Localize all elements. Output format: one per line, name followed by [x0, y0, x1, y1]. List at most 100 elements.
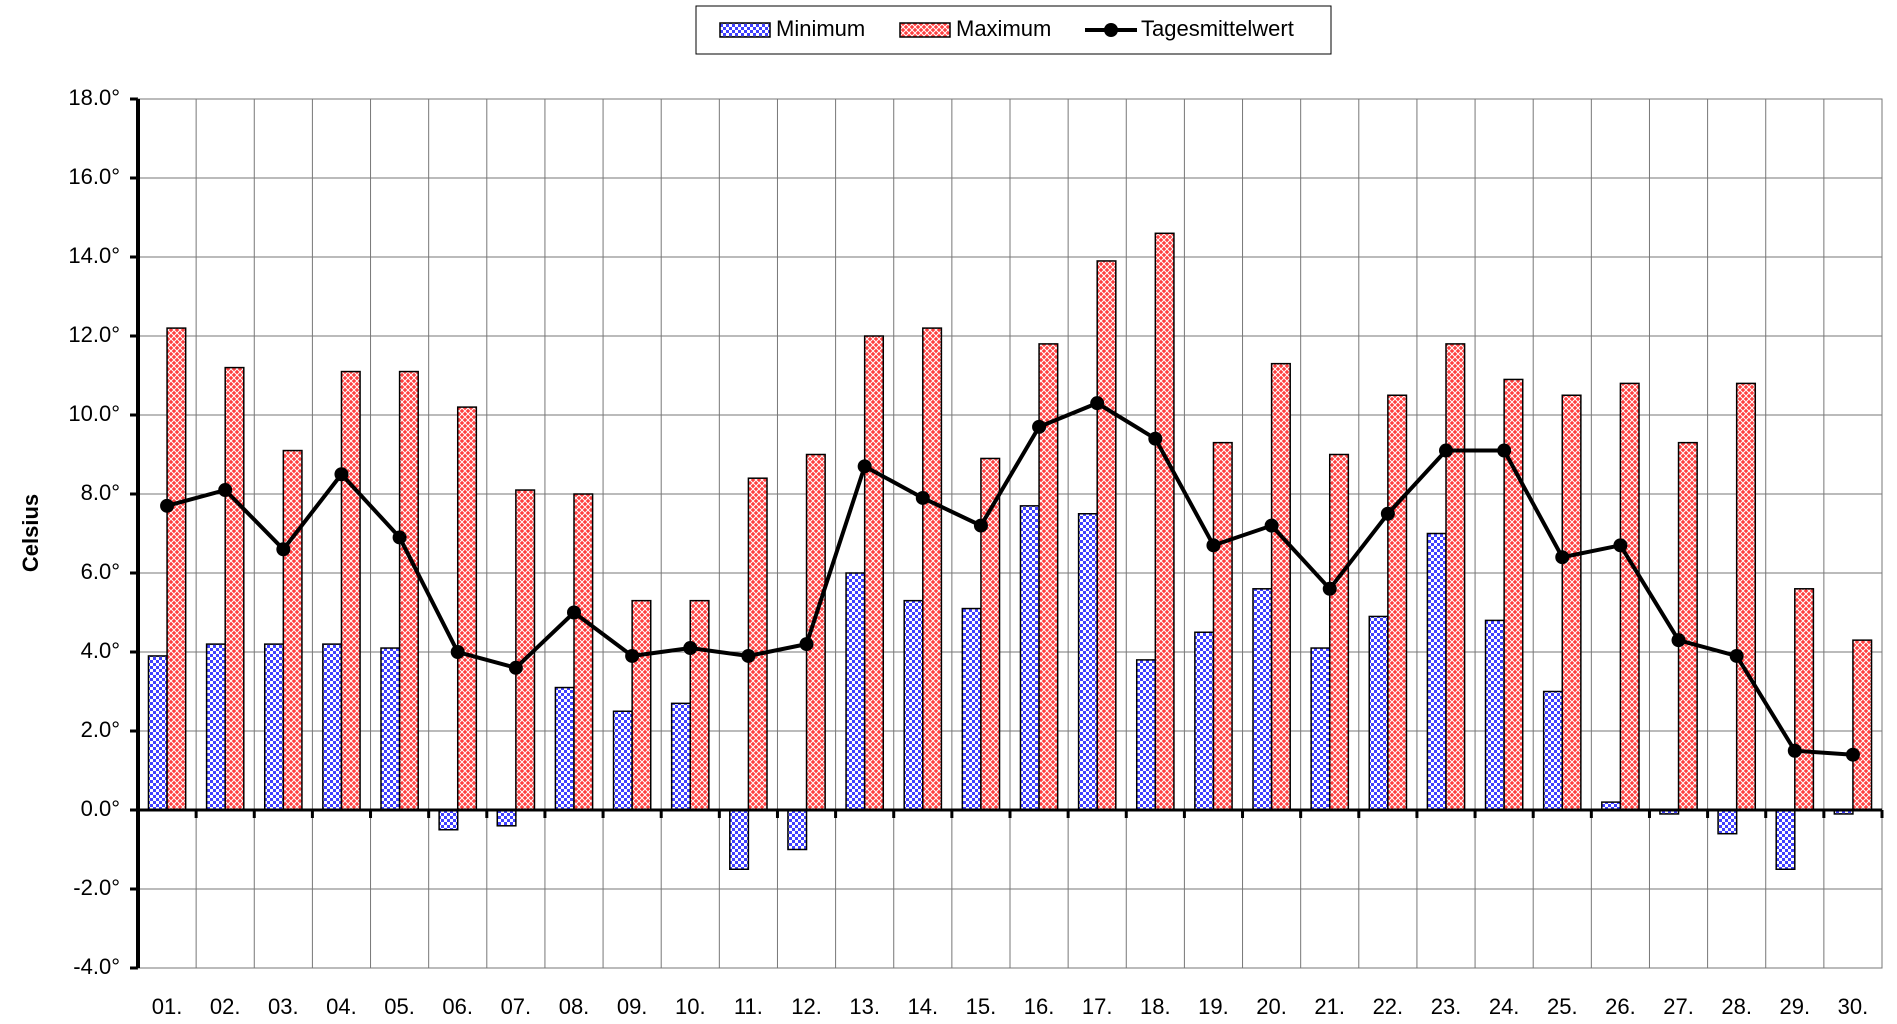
bar: [1077, 513, 1098, 811]
line: [166, 400, 1854, 757]
y-tick-label: 2.0°: [81, 717, 120, 742]
bar: [166, 327, 187, 811]
x-tick-label: 05.: [384, 994, 415, 1019]
bar: [961, 607, 982, 811]
bar: [456, 406, 478, 811]
y-axis-title: Celsius: [18, 494, 43, 572]
x-tick-label: 29.: [1780, 994, 1811, 1019]
y-tick-label: 12.0°: [68, 322, 120, 347]
x-tick-label: 18.: [1140, 994, 1171, 1019]
bar: [1503, 378, 1524, 811]
point: [799, 637, 814, 652]
bar: [1794, 588, 1815, 811]
x-tick-label: 25.: [1547, 994, 1578, 1019]
bar: [729, 809, 750, 870]
x-tick-label: 06.: [442, 994, 473, 1019]
bar: [612, 710, 633, 811]
point: [1671, 633, 1686, 648]
bar: [1135, 659, 1157, 811]
bar: [903, 599, 924, 811]
bar: [380, 647, 401, 811]
legend-label: Maximum: [956, 16, 1051, 41]
bar: [554, 686, 575, 811]
point: [683, 641, 698, 656]
x-tick-label: 03.: [268, 994, 299, 1019]
bar: [845, 572, 866, 811]
bar: [1735, 382, 1757, 811]
x-tick-label: 02.: [210, 994, 241, 1019]
bar: [1561, 394, 1582, 811]
point: [973, 518, 988, 533]
x-tick-label: 01.: [152, 994, 183, 1019]
x-tick-label: 12.: [791, 994, 822, 1019]
bar: [340, 370, 361, 811]
x-tick-label: 07.: [501, 994, 532, 1019]
x-tick-label: 04.: [326, 994, 357, 1019]
point: [1613, 538, 1628, 553]
point: [1148, 431, 1163, 446]
y-tick-label: 6.0°: [81, 559, 120, 584]
point: [334, 467, 349, 482]
bar: [1310, 647, 1331, 811]
legend-label: Minimum: [776, 16, 865, 41]
point: [915, 490, 930, 505]
point: [1380, 506, 1395, 521]
point: [160, 498, 175, 513]
bar: [1619, 382, 1640, 811]
y-tick-label: 8.0°: [81, 480, 120, 505]
x-tick-label: 27.: [1663, 994, 1694, 1019]
bar: [1038, 343, 1059, 811]
point: [1032, 419, 1047, 434]
point: [1845, 747, 1860, 762]
point: [1787, 743, 1802, 758]
bar: [224, 366, 245, 811]
bar: [689, 599, 710, 811]
x-tick-label: 20.: [1256, 994, 1287, 1019]
bar: [787, 809, 808, 851]
legend-swatch: [719, 22, 771, 38]
x-tick-label: 14.: [908, 994, 939, 1019]
bar: [863, 335, 885, 811]
bar: [1368, 615, 1389, 811]
point: [392, 530, 407, 545]
x-tick-label: 17.: [1082, 994, 1113, 1019]
point: [1729, 648, 1744, 663]
x-tick-label: 08.: [559, 994, 590, 1019]
bar: [1775, 809, 1796, 870]
bar: [263, 643, 285, 811]
bar: [1019, 505, 1040, 811]
bar: [747, 477, 768, 811]
bar: [398, 370, 419, 811]
bar: [1328, 453, 1350, 811]
x-tick-label: 19.: [1198, 994, 1229, 1019]
legend-swatch: [1104, 23, 1118, 37]
x-tick-label: 10.: [675, 994, 706, 1019]
point: [1555, 550, 1570, 565]
y-tick-label: -4.0°: [73, 954, 120, 979]
x-tick-label: 16.: [1024, 994, 1055, 1019]
bar: [496, 809, 517, 827]
bar: [282, 449, 303, 811]
bar: [1542, 690, 1564, 811]
bar: [922, 327, 943, 811]
y-tick-label: 18.0°: [68, 85, 120, 110]
point: [1439, 443, 1453, 458]
x-tick-label: 22.: [1373, 994, 1404, 1019]
point: [218, 483, 233, 498]
bar: [1852, 639, 1873, 811]
bar: [1426, 532, 1447, 811]
bar: [1212, 441, 1233, 811]
bar: [1154, 232, 1175, 811]
x-tick-label: 30.: [1838, 994, 1869, 1019]
bar: [1387, 394, 1408, 811]
point: [276, 542, 291, 557]
y-tick-label: 0.0°: [81, 796, 120, 821]
bar: [1252, 588, 1273, 811]
point: [508, 660, 523, 675]
bar: [670, 702, 692, 811]
x-tick-label: 11.: [734, 994, 763, 1019]
point: [567, 605, 581, 620]
bar: [438, 809, 459, 831]
bar: [631, 599, 652, 811]
